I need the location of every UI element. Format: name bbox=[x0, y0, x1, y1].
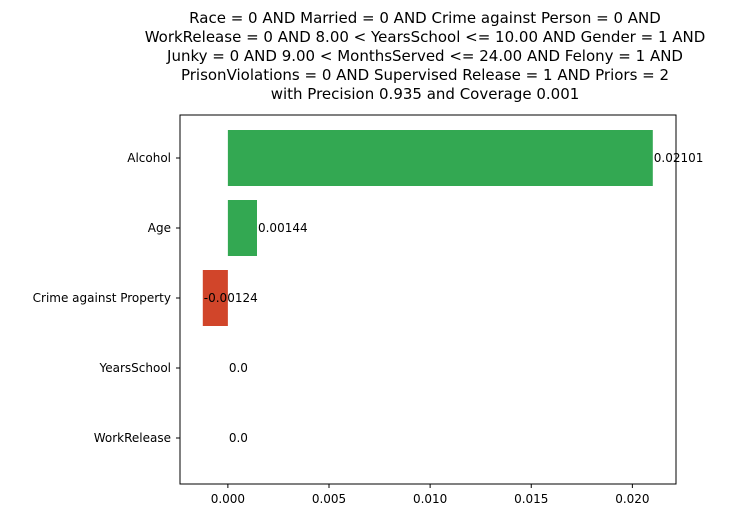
bars bbox=[202, 130, 653, 326]
y-tick-label: Alcohol bbox=[127, 151, 171, 165]
plot-frame bbox=[179, 114, 677, 485]
data-label: 0.0 bbox=[229, 361, 248, 375]
data-label: 0.0 bbox=[229, 431, 248, 445]
y-tick-label: Age bbox=[148, 221, 171, 235]
bar bbox=[227, 200, 257, 256]
bar bbox=[202, 270, 228, 326]
title-line: Race = 0 AND Married = 0 AND Crime again… bbox=[189, 9, 661, 27]
title-line: with Precision 0.935 and Coverage 0.001 bbox=[271, 85, 580, 103]
x-tick-label: 0.015 bbox=[514, 492, 548, 506]
data-label: 0.02101 bbox=[654, 151, 704, 165]
x-axis-ticks: 0.000 0.005 0.010 0.015 0.020 bbox=[211, 484, 650, 506]
y-axis-ticks: Alcohol Age Crime against Property YearsSch… bbox=[33, 151, 180, 445]
chart-title: Race = 0 AND Married = 0 AND Crime again… bbox=[145, 9, 706, 103]
x-tick-label: 0.020 bbox=[615, 492, 649, 506]
y-tick-label: WorkRelease bbox=[94, 431, 171, 445]
value-labels: 0.02101 0.00144 -0.00124 0.0 0.0 bbox=[204, 151, 704, 445]
title-line: Junky = 0 AND 9.00 < MonthsServed <= 24.… bbox=[166, 47, 683, 65]
data-label: 0.00144 bbox=[258, 221, 308, 235]
title-line: WorkRelease = 0 AND 8.00 < YearsSchool <… bbox=[145, 28, 706, 46]
y-tick-label: YearsSchool bbox=[99, 361, 172, 375]
data-label: -0.00124 bbox=[204, 291, 258, 305]
y-tick-label: Crime against Property bbox=[33, 291, 171, 305]
x-tick-label: 0.005 bbox=[312, 492, 346, 506]
bar bbox=[227, 130, 653, 186]
title-line: PrisonViolations = 0 AND Supervised Rele… bbox=[181, 66, 669, 84]
x-tick-label: 0.000 bbox=[211, 492, 245, 506]
x-tick-label: 0.010 bbox=[413, 492, 447, 506]
